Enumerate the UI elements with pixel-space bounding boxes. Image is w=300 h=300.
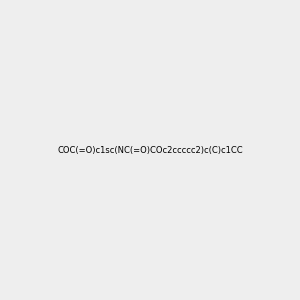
Text: COC(=O)c1sc(NC(=O)COc2ccccc2)c(C)c1CC: COC(=O)c1sc(NC(=O)COc2ccccc2)c(C)c1CC	[57, 146, 243, 154]
